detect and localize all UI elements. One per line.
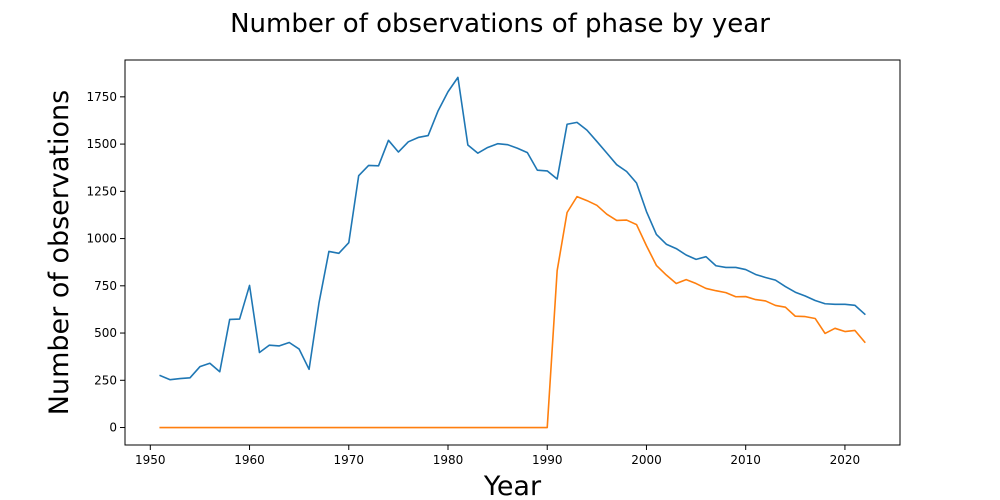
chart-title: Number of observations of phase by year [230,9,770,39]
series-line-2 [159,195,866,429]
y-tick-label: 0 [109,421,117,435]
y-tick-label: 750 [94,279,117,293]
x-tick-label: 1970 [333,453,364,467]
y-tick-label: 1750 [86,90,117,104]
x-tick-label: 2020 [830,453,861,467]
x-axis-ticks: 1950 1960 1970 1980 1990 2000 2010 2020 [135,445,860,467]
x-tick-label: 2010 [730,453,761,467]
x-tick-label: 1960 [234,453,265,467]
x-tick-label: 1950 [135,453,166,467]
y-tick-label: 500 [94,326,117,340]
x-tick-label: 1980 [433,453,464,467]
y-tick-label: 1500 [86,137,117,151]
y-axis-title: Number of observations [44,90,75,415]
x-tick-label: 2000 [631,453,662,467]
y-tick-label: 1250 [86,184,117,198]
plot-frame [124,59,901,446]
y-tick-label: 1000 [86,232,117,246]
x-tick-label: 1990 [532,453,563,467]
series-line-1 [159,76,866,381]
x-axis-title: Year [483,471,542,500]
y-axis-ticks: 0 250 500 750 1000 1250 1500 1750 [86,90,125,435]
series-layer [159,76,866,429]
y-tick-label: 250 [94,373,117,387]
